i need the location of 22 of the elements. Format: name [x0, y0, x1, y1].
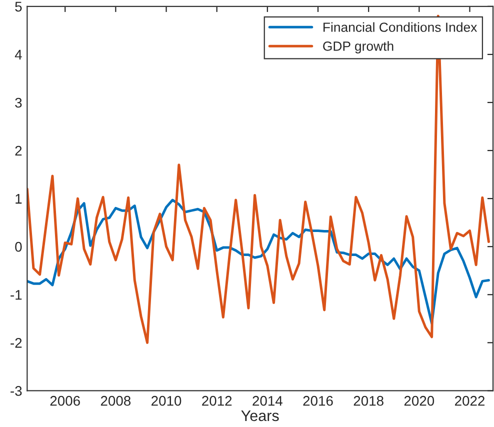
y-tick-label: -3	[10, 386, 22, 396]
x-axis-title: Years	[241, 410, 279, 422]
y-tick-label: 3	[15, 98, 22, 108]
x-tick-label: 2012	[202, 396, 232, 406]
y-tick-label: 2	[15, 146, 22, 156]
x-tick-label: 2016	[303, 396, 333, 406]
line-series	[27, 14, 490, 344]
x-tick-label: 2022	[454, 396, 484, 406]
y-tick-label: -1	[10, 290, 22, 300]
x-tick-label: 2010	[152, 396, 182, 406]
y-tick-label: 5	[15, 2, 22, 12]
x-tick-label: 2014	[252, 396, 282, 406]
y-tick-label: 4	[14, 50, 22, 60]
legend-label: GDP growth	[323, 41, 394, 54]
legend-label: Financial Conditions Index	[324, 22, 478, 32]
y-tick-label: 0	[15, 242, 22, 252]
y-tick-label: 1	[16, 194, 22, 204]
x-tick-label: 2018	[354, 396, 384, 406]
y-tick-label: -2	[10, 338, 22, 348]
x-tick-label: 2008	[100, 396, 131, 406]
x-tick-label: 2020	[404, 396, 434, 406]
x-tick-label: 2006	[50, 396, 80, 406]
